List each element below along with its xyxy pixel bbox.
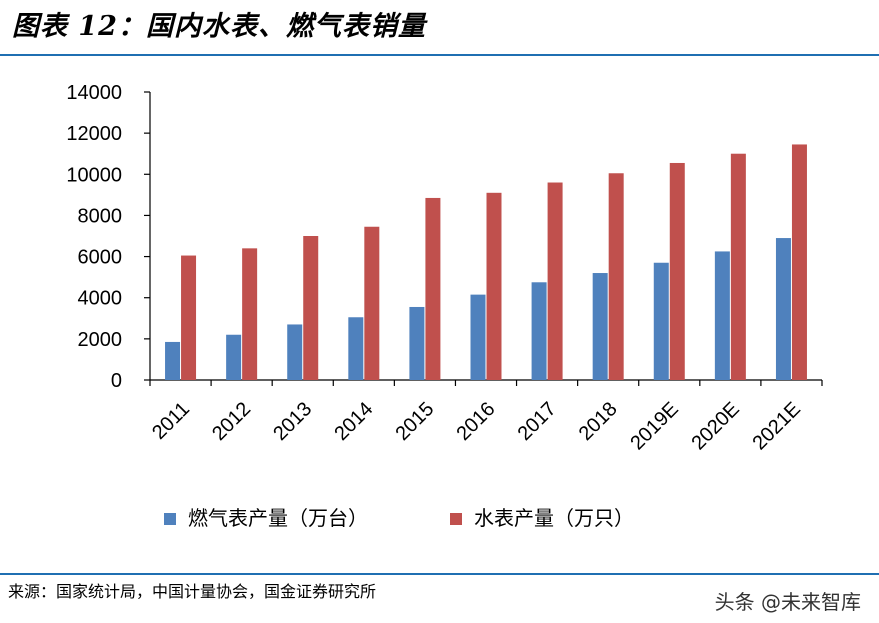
y-tick-label: 6000: [78, 247, 123, 269]
water-meter-bar: [669, 162, 685, 380]
x-tick-label: 2015: [391, 398, 438, 445]
x-tick-label: 2014: [330, 398, 377, 445]
water-meter-bar: [242, 248, 258, 380]
x-tick-label: 2019E: [626, 398, 682, 454]
legend: 燃气表产量（万台） 水表产量（万只）: [164, 506, 634, 530]
x-tick-label: 2016: [453, 398, 500, 445]
water-meter-bar: [486, 192, 502, 380]
legend-swatch-gas: [164, 513, 176, 525]
footer-divider: [0, 573, 879, 575]
y-tick-label: 8000: [78, 205, 123, 227]
gas-meter-bar: [714, 251, 730, 380]
water-meter-bar: [608, 173, 624, 380]
gas-meter-bar: [409, 306, 425, 380]
x-tick-label: 2020E: [687, 398, 743, 454]
water-meter-bar: [791, 144, 807, 380]
y-tick-label: 14000: [66, 82, 122, 104]
gas-meter-bar: [592, 273, 608, 380]
water-meter-bar: [425, 197, 441, 380]
y-tick-label: 12000: [66, 123, 122, 145]
y-axis: 0 2000 4000 6000 8000 10000 12000 14000: [66, 82, 151, 392]
water-meter-bar: [181, 255, 197, 380]
water-meter-bar: [730, 153, 746, 380]
gas-meter-bar: [165, 341, 181, 380]
header-divider: [0, 54, 879, 56]
y-tick-label: 2000: [78, 329, 123, 351]
gas-meter-bar: [775, 238, 791, 380]
legend-label-water: 水表产量（万只）: [474, 506, 634, 530]
gas-meter-bar: [653, 262, 669, 380]
legend-label-gas: 燃气表产量（万台）: [188, 506, 368, 530]
gas-meter-bar: [348, 317, 364, 380]
bars: [165, 144, 807, 380]
x-tick-label: 2017: [514, 398, 561, 445]
gas-meter-bar: [287, 324, 303, 380]
gas-meter-bar: [226, 334, 242, 380]
water-meter-bar: [303, 236, 319, 380]
x-tick-label: 2021E: [749, 398, 805, 454]
source-note: 来源：国家统计局，中国计量协会，国金证券研究所: [8, 582, 377, 601]
y-tick-label: 0: [111, 370, 122, 392]
y-tick-label: 10000: [66, 164, 122, 186]
x-tick-label: 2013: [269, 398, 316, 445]
x-tick-label: 2012: [208, 398, 255, 445]
x-axis: 2011 2012 2013 2014 2015 2016 2017 2018 2019E 202…: [148, 379, 823, 454]
x-tick-label: 2011: [148, 398, 194, 444]
gas-meter-bar: [470, 294, 486, 380]
chart-title: 图表 12：国内水表、燃气表销量: [12, 11, 426, 42]
y-tick-label: 4000: [78, 288, 123, 310]
water-meter-bar: [547, 182, 563, 380]
legend-swatch-water: [450, 513, 462, 525]
bar-chart: 0 2000 4000 6000 8000 10000 12000 14000 2011 201…: [66, 82, 823, 530]
gas-meter-bar: [531, 282, 547, 380]
watermark: 头条 @未来智库: [714, 590, 861, 614]
x-tick-label: 2018: [575, 398, 622, 445]
water-meter-bar: [364, 226, 380, 380]
